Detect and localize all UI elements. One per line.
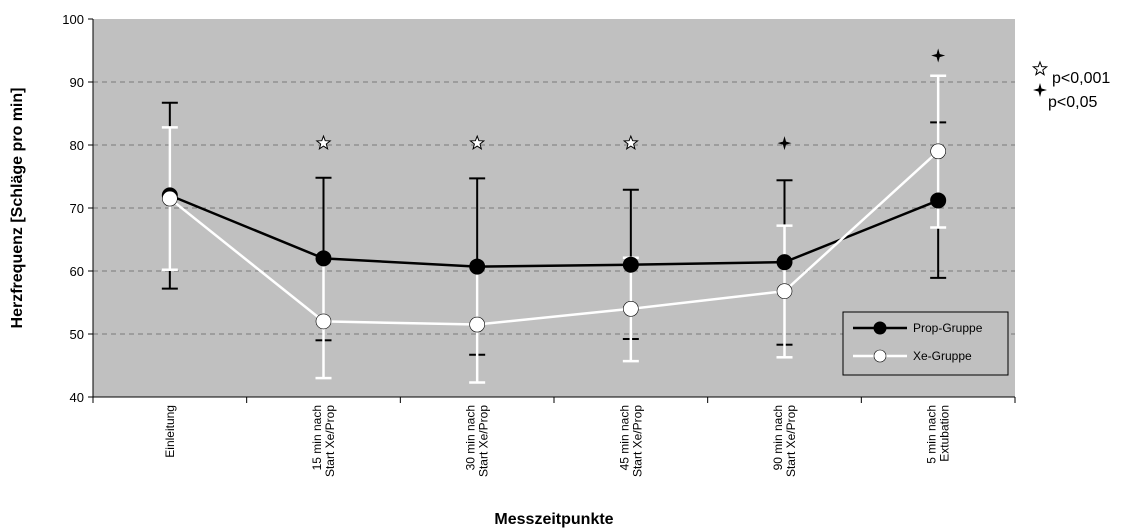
legend-swatch-marker bbox=[873, 321, 887, 335]
legend: Prop-Gruppe Xe-Gruppe bbox=[842, 311, 1009, 376]
star-marker bbox=[469, 134, 486, 150]
x-tick-label: Start Xe/Prop bbox=[784, 405, 798, 477]
star-marker bbox=[1031, 60, 1049, 76]
data-point bbox=[469, 316, 485, 333]
x-tick-label: 45 min nach bbox=[617, 405, 631, 470]
y-tick-label: 100 bbox=[62, 12, 84, 27]
legend-label: Xe-Gruppe bbox=[913, 349, 972, 363]
data-point bbox=[776, 283, 793, 299]
y-axis-title: Herzfrequenz [Schläge pro min] bbox=[9, 88, 26, 329]
series-points bbox=[161, 143, 947, 333]
x-tick-labels: Einleitung 15 min nach Start Xe/Prop 30 min… bbox=[163, 405, 952, 477]
significance-label: p<0,001 bbox=[1052, 70, 1110, 87]
series-line-prop bbox=[169, 194, 939, 268]
x-tick-label: 90 min nach bbox=[771, 405, 785, 470]
x-tick-label: Extubation bbox=[938, 405, 952, 462]
x-axis-title: Messzeitpunkte bbox=[494, 511, 613, 528]
x-tick-label: Einleitung bbox=[163, 405, 177, 458]
data-point bbox=[162, 190, 178, 207]
x-tick-label: Start Xe/Prop bbox=[323, 405, 337, 477]
significance-legend: p<0,001 p<0,05 bbox=[1031, 60, 1110, 111]
star-marker bbox=[315, 134, 332, 150]
data-point bbox=[315, 250, 332, 267]
data-point bbox=[930, 192, 947, 209]
star-marker bbox=[622, 134, 639, 150]
cross-marker bbox=[1033, 83, 1047, 97]
significance-label: p<0,05 bbox=[1048, 94, 1097, 111]
cross-marker bbox=[777, 136, 792, 151]
legend-box bbox=[842, 311, 1009, 376]
data-point bbox=[622, 256, 639, 273]
x-tick-label: 30 min nach bbox=[464, 405, 478, 470]
data-point bbox=[469, 258, 486, 275]
y-tick-label: 60 bbox=[70, 264, 84, 279]
series-lines bbox=[169, 150, 940, 326]
y-tick-label: 40 bbox=[70, 390, 84, 405]
y-tick-label: 80 bbox=[70, 138, 84, 153]
legend-label: Prop-Gruppe bbox=[913, 321, 983, 335]
y-tick-labels: 40 50 60 70 80 90 100 bbox=[62, 12, 84, 405]
data-point bbox=[930, 143, 946, 160]
significance-markers bbox=[315, 48, 946, 151]
x-tick-label: 15 min nach bbox=[310, 405, 324, 470]
axes bbox=[88, 18, 1016, 403]
x-tick-label: Start Xe/Prop bbox=[630, 405, 644, 477]
legend-swatch-marker bbox=[873, 349, 887, 363]
x-tick-label: Start Xe/Prop bbox=[477, 405, 491, 477]
x-tick-label: 5 min nach bbox=[925, 405, 939, 464]
data-point bbox=[315, 313, 332, 330]
y-tick-label: 90 bbox=[70, 75, 84, 90]
cross-marker bbox=[931, 48, 946, 63]
data-point bbox=[776, 254, 793, 271]
y-tick-label: 50 bbox=[70, 327, 84, 342]
series-line-xe bbox=[169, 150, 940, 326]
data-point bbox=[623, 300, 639, 317]
y-tick-label: 70 bbox=[70, 201, 84, 216]
